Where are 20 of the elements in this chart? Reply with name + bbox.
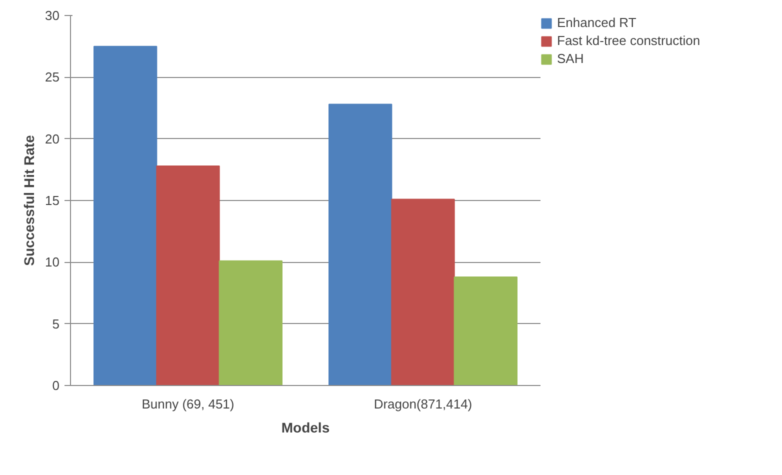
bar xyxy=(391,198,455,386)
x-axis-title: Models xyxy=(281,420,330,436)
y-tick-label: 30 xyxy=(45,8,60,23)
bar xyxy=(156,165,220,386)
legend-label: Enhanced RT xyxy=(557,15,636,30)
legend-label: SAH xyxy=(557,51,584,66)
y-axis-title: Successful Hit Rate xyxy=(21,134,38,266)
bar xyxy=(218,260,282,386)
y-tick-label: 25 xyxy=(45,70,60,85)
x-tick-label: Dragon(871,414) xyxy=(374,396,472,412)
legend-label: Fast kd-tree construction xyxy=(557,33,700,48)
y-tick-label: 15 xyxy=(45,193,60,208)
y-tick-label: 20 xyxy=(45,131,60,146)
y-tick-label: 5 xyxy=(52,316,60,332)
bar xyxy=(454,276,518,386)
bar xyxy=(94,46,158,386)
y-tick-label: 10 xyxy=(45,254,60,270)
x-tick-label: Bunny (69, 451) xyxy=(142,396,234,412)
bar xyxy=(328,104,392,386)
y-tick-label: 0 xyxy=(52,378,60,393)
